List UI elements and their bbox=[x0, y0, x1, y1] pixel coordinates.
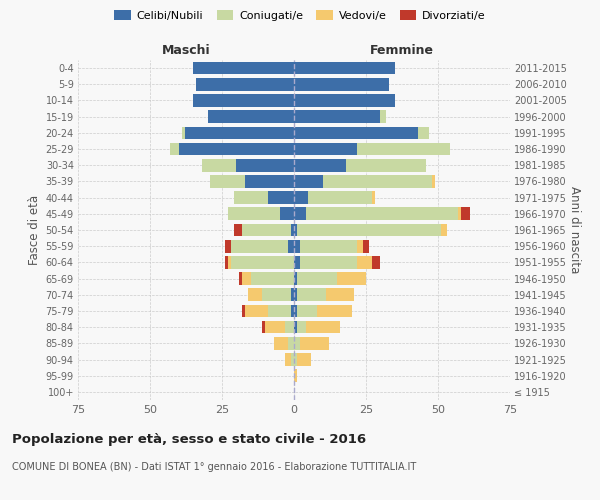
Bar bbox=[291, 353, 294, 366]
Y-axis label: Fasce di età: Fasce di età bbox=[28, 195, 41, 265]
Bar bbox=[286, 321, 294, 334]
Bar bbox=[245, 304, 268, 318]
Bar bbox=[211, 175, 245, 188]
Bar bbox=[196, 78, 294, 90]
Bar bbox=[305, 321, 340, 334]
Bar bbox=[300, 337, 329, 349]
Bar bbox=[294, 175, 323, 188]
Bar bbox=[268, 304, 291, 318]
Bar bbox=[239, 272, 242, 285]
Bar bbox=[202, 159, 236, 172]
Bar bbox=[432, 175, 435, 188]
Bar bbox=[262, 288, 291, 301]
Legend: Celibi/Nubili, Coniugati/e, Vedovi/e, Divorziati/e: Celibi/Nubili, Coniugati/e, Vedovi/e, Di… bbox=[112, 8, 488, 24]
Bar bbox=[233, 192, 268, 204]
Bar bbox=[288, 337, 294, 349]
Bar bbox=[418, 126, 430, 139]
Bar bbox=[294, 304, 297, 318]
Bar bbox=[274, 337, 288, 349]
Bar bbox=[294, 240, 300, 252]
Bar bbox=[193, 94, 294, 107]
Bar bbox=[297, 224, 441, 236]
Bar bbox=[265, 321, 286, 334]
Bar bbox=[242, 272, 251, 285]
Bar bbox=[294, 288, 297, 301]
Bar bbox=[251, 272, 294, 285]
Bar bbox=[294, 110, 380, 123]
Bar bbox=[248, 288, 262, 301]
Bar bbox=[294, 272, 297, 285]
Bar bbox=[291, 304, 294, 318]
Bar bbox=[297, 321, 305, 334]
Bar bbox=[305, 208, 458, 220]
Text: Maschi: Maschi bbox=[161, 44, 211, 57]
Bar bbox=[193, 62, 294, 74]
Bar bbox=[317, 304, 352, 318]
Bar bbox=[182, 126, 185, 139]
Bar bbox=[242, 304, 245, 318]
Bar bbox=[245, 175, 294, 188]
Bar bbox=[233, 224, 242, 236]
Bar bbox=[337, 272, 366, 285]
Bar bbox=[294, 353, 297, 366]
Bar bbox=[294, 159, 346, 172]
Y-axis label: Anni di nascita: Anni di nascita bbox=[568, 186, 581, 274]
Bar bbox=[294, 370, 297, 382]
Bar bbox=[297, 288, 326, 301]
Bar bbox=[326, 288, 355, 301]
Bar bbox=[280, 208, 294, 220]
Bar bbox=[230, 256, 294, 268]
Bar bbox=[441, 224, 446, 236]
Bar bbox=[228, 208, 280, 220]
Text: COMUNE DI BONEA (BN) - Dati ISTAT 1° gennaio 2016 - Elaborazione TUTTITALIA.IT: COMUNE DI BONEA (BN) - Dati ISTAT 1° gen… bbox=[12, 462, 416, 472]
Bar bbox=[372, 256, 380, 268]
Bar bbox=[294, 208, 305, 220]
Bar bbox=[458, 208, 461, 220]
Bar bbox=[297, 304, 317, 318]
Bar bbox=[291, 288, 294, 301]
Bar bbox=[294, 192, 308, 204]
Bar bbox=[170, 142, 179, 156]
Bar bbox=[294, 78, 389, 90]
Bar bbox=[294, 224, 297, 236]
Bar bbox=[461, 208, 470, 220]
Bar bbox=[236, 159, 294, 172]
Bar bbox=[294, 142, 358, 156]
Bar bbox=[230, 240, 288, 252]
Bar bbox=[291, 224, 294, 236]
Bar bbox=[294, 94, 395, 107]
Bar bbox=[300, 256, 358, 268]
Bar bbox=[294, 126, 418, 139]
Bar bbox=[208, 110, 294, 123]
Bar bbox=[242, 224, 291, 236]
Bar bbox=[323, 175, 432, 188]
Bar bbox=[358, 240, 363, 252]
Bar bbox=[179, 142, 294, 156]
Bar bbox=[294, 321, 297, 334]
Bar bbox=[358, 142, 449, 156]
Bar bbox=[268, 192, 294, 204]
Bar bbox=[185, 126, 294, 139]
Bar bbox=[294, 256, 300, 268]
Bar bbox=[294, 62, 395, 74]
Bar bbox=[346, 159, 427, 172]
Bar bbox=[358, 256, 372, 268]
Bar bbox=[300, 240, 358, 252]
Text: Femmine: Femmine bbox=[370, 44, 434, 57]
Bar bbox=[262, 321, 265, 334]
Bar bbox=[297, 353, 311, 366]
Bar bbox=[288, 240, 294, 252]
Bar bbox=[225, 240, 230, 252]
Text: Popolazione per età, sesso e stato civile - 2016: Popolazione per età, sesso e stato civil… bbox=[12, 432, 366, 446]
Bar bbox=[372, 192, 374, 204]
Bar bbox=[294, 337, 300, 349]
Bar bbox=[225, 256, 228, 268]
Bar bbox=[228, 256, 230, 268]
Bar bbox=[308, 192, 372, 204]
Bar bbox=[286, 353, 291, 366]
Bar bbox=[363, 240, 369, 252]
Bar bbox=[297, 272, 337, 285]
Bar bbox=[380, 110, 386, 123]
